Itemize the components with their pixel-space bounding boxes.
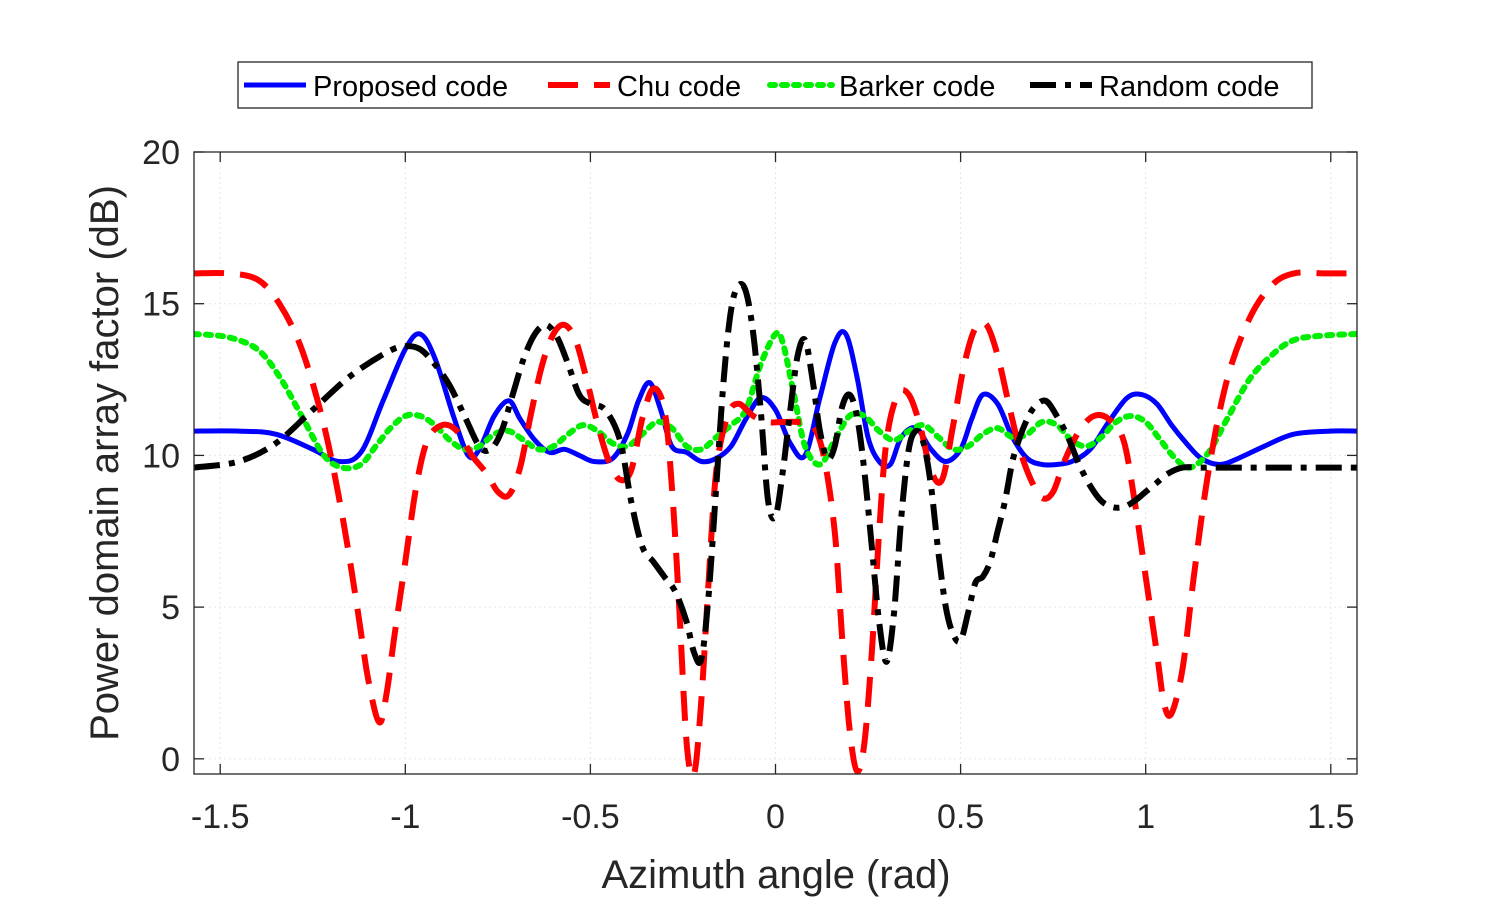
y-axis-label: Power domain array factor (dB) bbox=[83, 185, 127, 741]
y-axis: 0 5 10 15 20 bbox=[142, 134, 1357, 779]
x-axis: -1.5 -1 -0.5 0 0.5 1 1.5 bbox=[191, 152, 1354, 836]
x-tick-label: -0.5 bbox=[561, 798, 620, 836]
legend-label-barker-code: Barker code bbox=[839, 71, 995, 103]
legend-label-random-code: Random code bbox=[1099, 71, 1280, 103]
x-tick-label: 0.5 bbox=[937, 798, 984, 836]
x-tick-label: 0 bbox=[766, 798, 785, 836]
y-tick-label: 5 bbox=[161, 589, 180, 627]
legend-label-chu-code: Chu code bbox=[617, 71, 741, 103]
y-tick-label: 15 bbox=[142, 286, 180, 324]
x-tick-label: 1 bbox=[1136, 798, 1155, 836]
y-tick-label: 10 bbox=[142, 437, 180, 475]
y-tick-label: 20 bbox=[142, 134, 180, 172]
series-layer bbox=[194, 269, 1357, 774]
legend-label-proposed-code: Proposed code bbox=[313, 71, 508, 103]
x-tick-label: -1.5 bbox=[191, 798, 250, 836]
series-line-chu-code bbox=[194, 269, 1357, 774]
legend: Proposed code Chu code Barker code Random c… bbox=[237, 61, 1313, 109]
series-line-barker-code bbox=[194, 329, 1357, 472]
x-axis-label: Azimuth angle (rad) bbox=[601, 853, 950, 897]
x-tick-label: 1.5 bbox=[1307, 798, 1354, 836]
y-tick-label: 0 bbox=[161, 741, 180, 779]
series-line-random-code bbox=[194, 280, 1357, 666]
x-tick-label: -1 bbox=[390, 798, 420, 836]
